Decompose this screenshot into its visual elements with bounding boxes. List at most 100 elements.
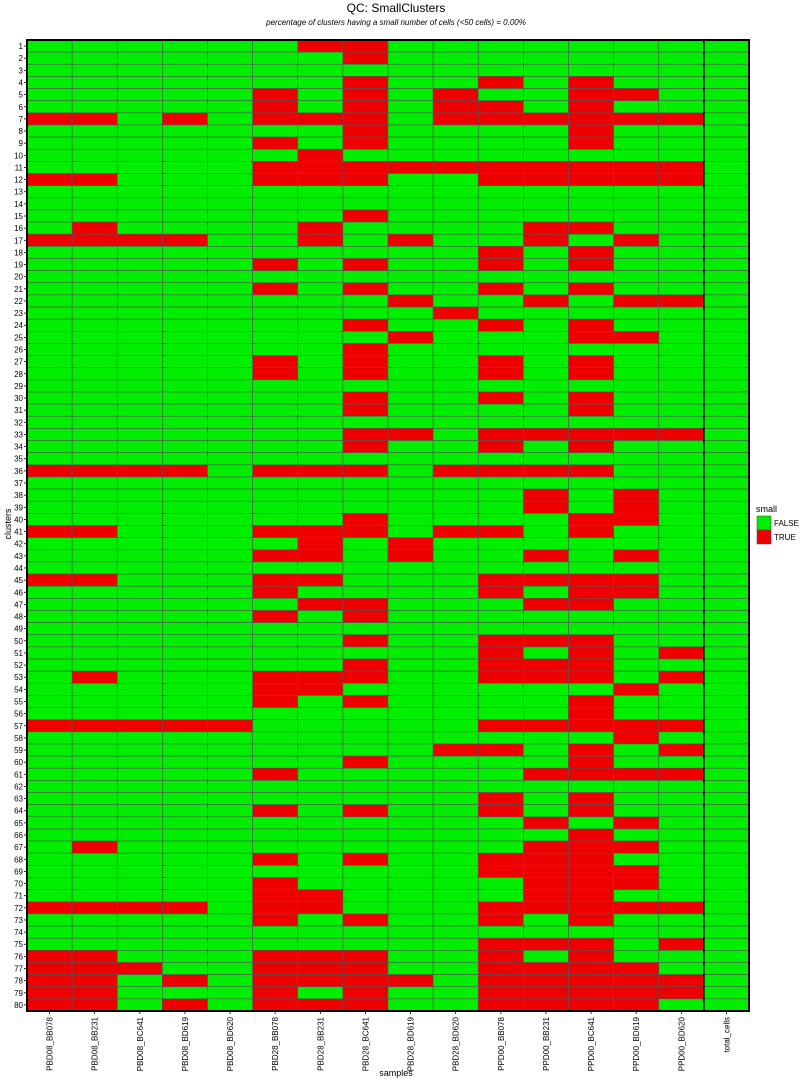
heatmap-cell [71, 88, 118, 101]
y-tick-label: 13 [14, 188, 23, 197]
heatmap-cell [162, 889, 208, 903]
heatmap-cell [26, 282, 73, 296]
heatmap-cell [477, 865, 524, 878]
heatmap-cell [26, 258, 73, 271]
heatmap-cell [71, 343, 118, 356]
heatmap-cell [297, 901, 344, 915]
heatmap-cell [71, 816, 118, 830]
y-tick-label: 31 [14, 406, 23, 415]
heatmap-cell [477, 148, 524, 162]
heatmap-cell [71, 889, 118, 903]
heatmap-cell [568, 816, 614, 830]
heatmap-cell [342, 330, 389, 344]
heatmap-cell [613, 403, 660, 417]
heatmap-cell [26, 925, 73, 939]
heatmap-cell [116, 161, 163, 174]
heatmap-cell [477, 670, 524, 684]
heatmap-cell [613, 840, 660, 854]
heatmap-cell [703, 221, 750, 235]
heatmap-cell [387, 513, 434, 526]
heatmap-cell [116, 950, 163, 963]
heatmap-cell [387, 852, 434, 866]
heatmap-cell [207, 100, 253, 114]
heatmap-cell [342, 124, 389, 138]
heatmap-cell [116, 355, 163, 369]
heatmap-cell [297, 367, 344, 381]
heatmap-cell [523, 306, 569, 320]
heatmap-cell [71, 792, 118, 805]
heatmap-cell [116, 780, 163, 793]
heatmap-cell [71, 525, 118, 538]
heatmap-cell [342, 282, 389, 296]
heatmap-cell [252, 148, 299, 162]
y-tick-label: 1 [19, 42, 24, 51]
heatmap-cell [658, 950, 705, 963]
heatmap-cell [387, 707, 434, 720]
heatmap-cell [387, 270, 434, 284]
heatmap-cell [162, 925, 208, 939]
heatmap-cell [297, 937, 344, 951]
heatmap-cell [26, 610, 73, 623]
heatmap-cell [207, 865, 253, 878]
heatmap-cell [71, 537, 118, 551]
heatmap-cell [26, 403, 73, 417]
heatmap-cell [432, 63, 479, 77]
heatmap-cell [523, 282, 569, 296]
heatmap-cell [477, 852, 524, 866]
heatmap-cell [162, 488, 208, 502]
heatmap-cell [613, 100, 660, 114]
heatmap-cell [703, 585, 750, 599]
heatmap-cell [162, 573, 208, 587]
heatmap-cell [162, 634, 208, 648]
heatmap-cell [252, 549, 299, 563]
heatmap-cell [71, 500, 118, 514]
heatmap-cell [26, 622, 73, 636]
heatmap-cell [207, 112, 253, 126]
heatmap-cell [207, 658, 253, 672]
heatmap-cell [477, 161, 524, 174]
heatmap-cell [568, 440, 614, 453]
heatmap-cell [162, 962, 208, 975]
heatmap-cell [116, 840, 163, 854]
heatmap-cell [432, 428, 479, 441]
heatmap-cell [477, 525, 524, 538]
heatmap-cell [387, 88, 434, 101]
heatmap-cell [71, 755, 118, 769]
heatmap-cell [703, 719, 750, 733]
heatmap-cell [568, 877, 614, 890]
heatmap-cell [162, 549, 208, 563]
heatmap-cell [658, 476, 705, 490]
heatmap-cell [387, 634, 434, 648]
heatmap-cell [568, 707, 614, 720]
heatmap-cell [477, 185, 524, 199]
heatmap-cell [568, 282, 614, 296]
heatmap-cell [387, 294, 434, 308]
heatmap-cell [477, 925, 524, 939]
heatmap-cell [477, 901, 524, 915]
heatmap-cell [387, 488, 434, 502]
heatmap-cell [523, 840, 569, 854]
heatmap-cell [703, 670, 750, 684]
heatmap-cell [703, 767, 750, 781]
y-tick-label: 69 [14, 867, 23, 876]
heatmap-cell [116, 464, 163, 478]
heatmap-cell [207, 707, 253, 720]
heatmap-cell [162, 913, 208, 927]
heatmap-cell [703, 525, 750, 538]
heatmap-cell [568, 76, 614, 89]
y-tick-label: 72 [14, 904, 23, 913]
heatmap-cell [703, 415, 750, 429]
heatmap-cell [252, 51, 299, 65]
heatmap-cell [477, 500, 524, 514]
heatmap-cell [162, 707, 208, 720]
plot-border [26, 39, 750, 1012]
heatmap-cell [432, 500, 479, 514]
heatmap-cell [116, 233, 163, 247]
heatmap-cell [71, 294, 118, 308]
heatmap-cell [568, 452, 614, 466]
heatmap-cell [297, 330, 344, 344]
heatmap-cell [568, 865, 614, 878]
heatmap-cell [432, 670, 479, 684]
heatmap-cell [342, 695, 389, 708]
heatmap-cell [477, 233, 524, 247]
